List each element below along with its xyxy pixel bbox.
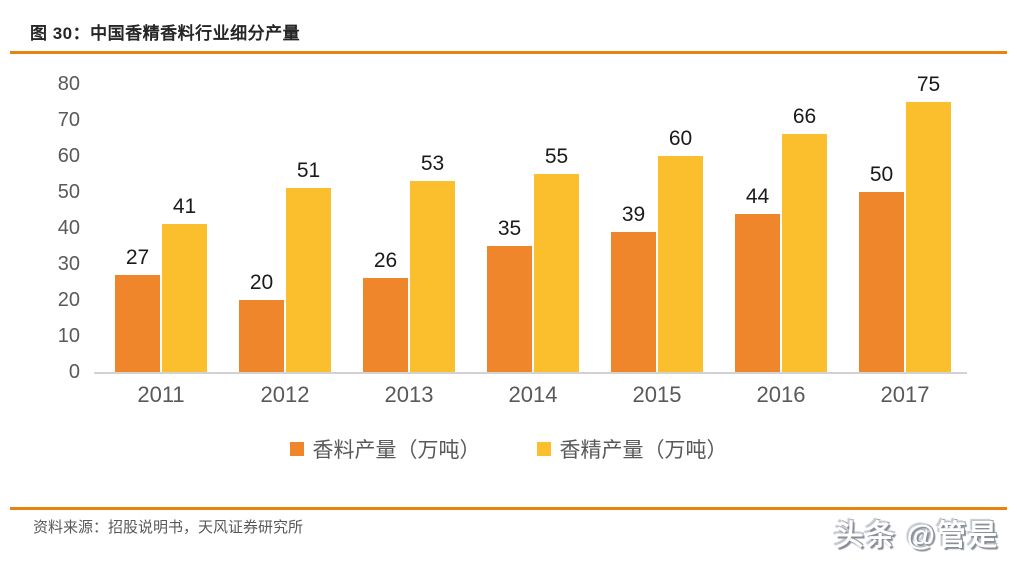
flavor-bar-cell: 75 [906,73,951,372]
chart-title: 图 30：中国香精香料行业细分产量 [30,24,301,43]
bar-group-2014: 35 55 [471,84,595,372]
y-tick-label: 20 [57,289,80,311]
y-tick-label: 0 [68,361,80,383]
flavor-bar-cell: 41 [162,195,207,372]
x-axis-label: 2011 [137,382,185,407]
bar [611,231,656,372]
bar-group-2017: 50 75 [843,73,967,372]
bar [162,224,207,372]
y-tick-label: 10 [57,325,80,347]
bar-value-label: 27 [125,245,150,269]
bar-group-2011: 27 41 [99,84,223,372]
flavor-bar-cell: 53 [410,152,455,372]
fragrance-material-bar-cell: 26 [363,249,408,372]
bar-value-label: 35 [497,217,522,240]
y-tick-label: 80 [57,73,80,95]
bar-group-2016: 44 66 [719,84,843,372]
bar-value-label: 26 [373,249,398,273]
bar-value-label: 44 [745,184,770,208]
y-axis: 0 10 20 30 40 50 60 70 80 [0,73,80,383]
flavor-bar-cell: 66 [782,105,827,372]
legend-item-flavor: 香精产量（万吨） [536,434,728,464]
x-axis-label: 2017 [880,382,930,407]
fragrance-material-bar-cell: 44 [735,185,780,372]
watermark-text: 头条 @管是 [834,520,999,552]
legend-label: 香精产量（万吨） [559,439,728,462]
y-tick-label: 40 [57,217,80,239]
bar [782,134,827,372]
bar [487,246,532,372]
bar [735,213,780,372]
bar-value-label: 20 [249,271,274,294]
legend-item-fragrance-material: 香料产量（万吨） [289,434,481,464]
legend-swatch-icon [536,442,551,456]
bar-value-label: 39 [621,202,646,226]
bar [115,274,160,372]
bar [658,156,703,372]
x-axis-label: 2012 [260,382,310,407]
bar-group-2012: 20 51 [223,84,347,372]
bar [534,174,579,372]
x-axis-label: 2015 [632,382,682,407]
bar-group-2015: 39 60 [595,84,719,372]
flavor-bar-cell: 55 [534,145,579,372]
source-text: 资料来源：招股说明书，天风证券研究所 [33,519,304,536]
flavor-bar-cell: 60 [658,127,703,372]
bar [363,278,408,372]
bar-value-label: 51 [296,159,321,183]
bar [859,192,904,372]
legend-swatch-icon [289,442,304,456]
fragrance-material-bar-cell: 27 [115,246,160,372]
bar-value-label: 60 [668,127,693,150]
title-rule [10,51,1007,54]
x-axis-label: 2013 [384,382,434,407]
plot-area: 27 41 20 51 26 53 35 55 39 60 44 66 50 75 [94,73,967,374]
bar [906,102,951,372]
y-tick-label: 60 [57,145,80,167]
fragrance-material-bar-cell: 35 [487,217,532,372]
y-tick-label: 50 [57,181,80,203]
x-axis-label: 2016 [756,382,806,407]
fragrance-material-bar-cell: 20 [239,271,284,372]
bar [286,188,331,372]
fragrance-material-bar-cell: 50 [859,163,904,372]
bar-value-label: 53 [420,152,445,176]
bar [239,300,284,372]
footer-rule [10,507,1007,510]
bar-value-label: 66 [792,105,817,129]
legend-label: 香料产量（万吨） [312,439,481,462]
bar-value-label: 50 [869,163,894,186]
fragrance-material-bar-cell: 39 [611,203,656,372]
flavor-bar-cell: 51 [286,159,331,372]
bar [410,181,455,372]
x-axis-label: 2014 [508,382,558,407]
x-axis-labels: 2011 2012 2013 2014 2015 2016 2017 [99,382,967,408]
x-axis-line [94,372,967,374]
bar-group-2013: 26 53 [347,84,471,372]
bar-value-label: 55 [544,145,569,168]
y-tick-label: 30 [57,253,80,275]
bar-value-label: 75 [916,73,941,96]
bar-value-label: 41 [172,195,197,219]
legend: 香料产量（万吨） 香精产量（万吨） [0,434,1017,464]
y-tick-label: 70 [57,109,80,131]
